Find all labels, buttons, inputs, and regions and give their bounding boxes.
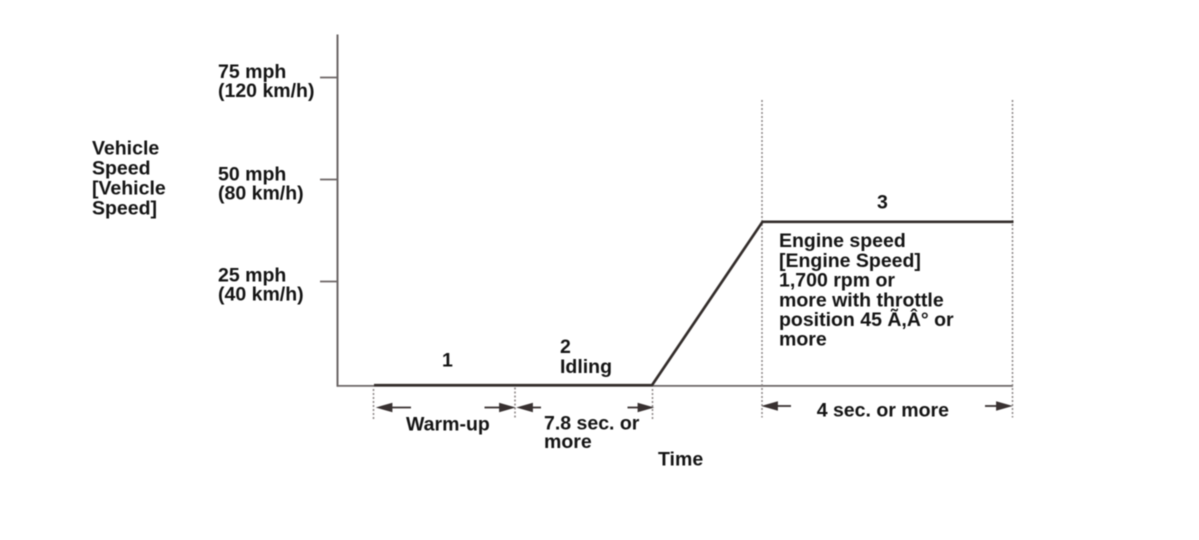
svg-text:Engine speed: Engine speed (779, 230, 906, 252)
svg-text:50 mph: 50 mph (218, 163, 286, 185)
svg-text:4 sec. or more: 4 sec. or more (817, 400, 949, 422)
svg-text:position 45 Ã,Â° or: position 45 Ã,Â° or (779, 307, 954, 331)
svg-text:3: 3 (877, 192, 888, 214)
svg-text:1: 1 (442, 350, 453, 372)
svg-text:(120 km/h): (120 km/h) (218, 80, 314, 102)
svg-text:Idling: Idling (560, 356, 612, 378)
svg-text:[Vehicle: [Vehicle (92, 177, 166, 199)
svg-text:2: 2 (560, 336, 571, 358)
svg-text:25 mph: 25 mph (218, 265, 286, 287)
svg-text:more: more (544, 431, 592, 453)
svg-text:[Engine Speed]: [Engine Speed] (779, 250, 921, 272)
svg-text:1,700 rpm or: 1,700 rpm or (779, 270, 895, 292)
svg-text:Warm-up: Warm-up (406, 413, 490, 435)
svg-text:(80 km/h): (80 km/h) (218, 182, 304, 204)
svg-text:(40 km/h): (40 km/h) (218, 284, 304, 306)
svg-text:Time: Time (658, 449, 703, 471)
svg-text:7.8 sec. or: 7.8 sec. or (544, 413, 640, 435)
svg-text:Vehicle: Vehicle (92, 137, 159, 159)
svg-text:75 mph: 75 mph (218, 61, 286, 83)
svg-text:Speed: Speed (92, 157, 151, 179)
svg-text:more with throttle: more with throttle (779, 289, 944, 311)
svg-text:more: more (779, 329, 827, 351)
svg-text:Speed]: Speed] (92, 197, 157, 219)
